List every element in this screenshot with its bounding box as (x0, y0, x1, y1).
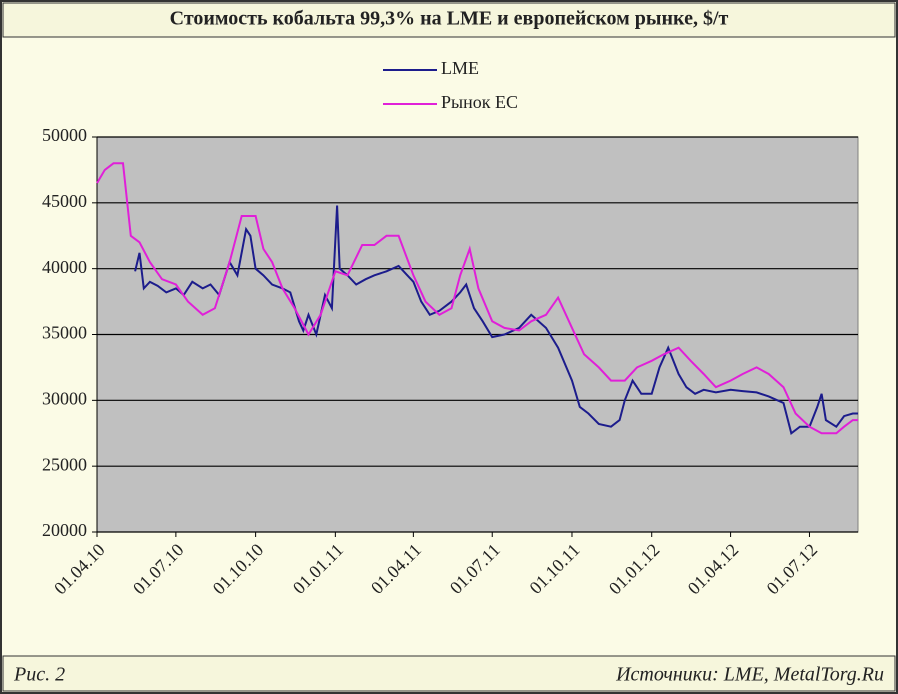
y-tick-label: 35000 (42, 323, 87, 343)
legend-label: Рынок ЕС (441, 92, 518, 112)
legend-label: LME (441, 58, 479, 78)
y-tick-label: 20000 (42, 520, 87, 540)
y-tick-label: 45000 (42, 191, 87, 211)
figure-label: Рис. 2 (13, 664, 65, 686)
line-series (96, 162, 858, 435)
y-tick-label: 40000 (42, 257, 87, 277)
y-tick-label: 25000 (42, 454, 87, 474)
y-tick-label: 30000 (42, 388, 87, 408)
source: Источники: LME, MetalTorg.Ru (615, 664, 884, 686)
chart-title: Стоимость кобальта 99,3% на LME и европе… (170, 8, 729, 30)
line-series (134, 205, 858, 436)
footer-bar (2, 655, 896, 692)
title-bar (2, 2, 896, 38)
y-tick-label: 50000 (42, 125, 87, 145)
